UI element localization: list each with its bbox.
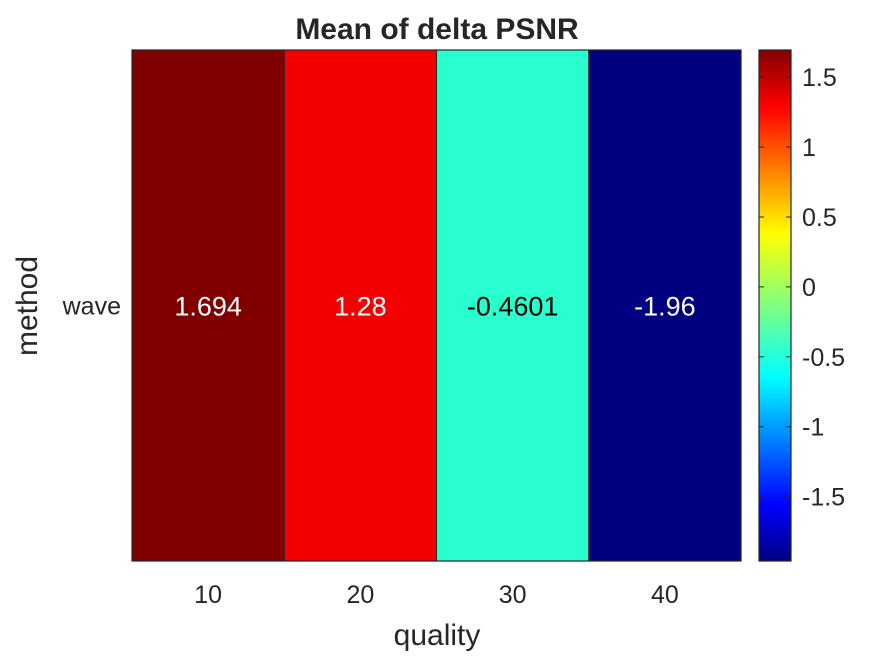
cell-value-label: -1.96 [634,292,696,322]
x-tick-label: 20 [346,581,374,609]
heatmap-cell [588,49,742,562]
heatmap-cell [131,49,285,562]
colorbar-tick-label: -1.5 [802,484,845,512]
cell-value-label: 1.28 [334,292,387,322]
y-axis-label: method [11,256,44,356]
x-tick-label: 10 [194,581,222,609]
cell-value-label: -0.4601 [467,292,559,322]
x-tick-label: 30 [499,581,527,609]
y-tick-labels: wave [62,293,121,321]
colorbar-tick-label: 1 [802,134,816,162]
x-tick-labels: 10 20 30 40 [194,581,679,609]
x-tick-label: 40 [651,581,679,609]
heatmap-cell [283,49,437,562]
y-tick-label: wave [62,293,121,321]
colorbar: 1.5 1 0.5 0 -0.5 -1 -1.5 [758,49,845,562]
colorbar-tick-label: 0.5 [802,204,837,232]
colorbar-tick-label: -0.5 [802,344,845,372]
colorbar-tick-label: 0 [802,274,816,302]
chart-title: Mean of delta PSNR [295,13,579,46]
colorbar-tick-label: 1.5 [802,64,837,92]
cell-value-label: 1.694 [174,292,242,322]
x-axis-label: quality [394,619,481,652]
heatmap-cells: 1.694 1.28 -0.4601 -1.96 [131,49,742,562]
colorbar-gradient [758,49,792,562]
colorbar-tick-label: -1 [802,414,824,442]
